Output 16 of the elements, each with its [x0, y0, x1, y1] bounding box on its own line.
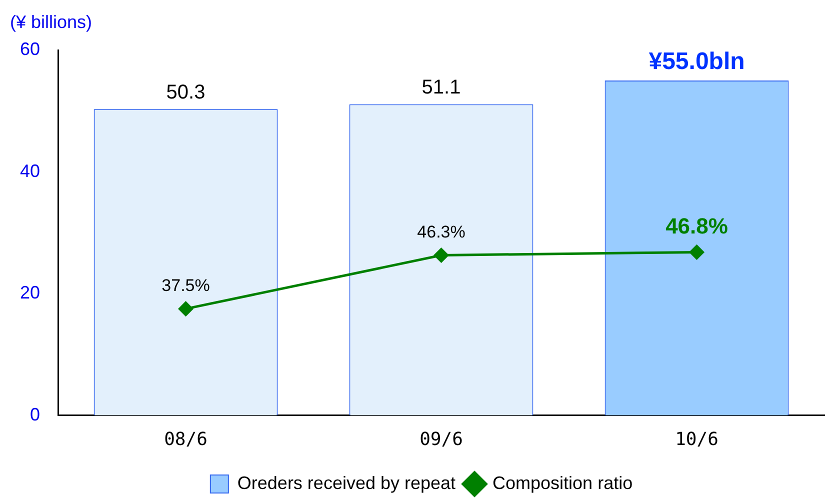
y-axis-title: (¥ billions): [10, 12, 92, 32]
x-tick-label: 09/6: [420, 428, 463, 450]
y-tick-label: 0: [30, 404, 40, 424]
data-label: 50.3: [166, 82, 206, 104]
data-label: 46.3%: [417, 222, 466, 242]
x-tick-label: 10/6: [675, 428, 718, 450]
legend-label: Oreders received by repeat: [237, 472, 456, 493]
data-label: ¥55.0bln: [648, 48, 745, 76]
legend-label: Composition ratio: [492, 472, 633, 493]
y-tick-label: 60: [20, 38, 40, 59]
y-tick-label: 40: [20, 160, 40, 181]
y-tick-label: 20: [20, 282, 40, 303]
data-label: 46.8%: [666, 213, 728, 238]
x-tick-label: 08/6: [164, 428, 208, 450]
data-label: 37.5%: [162, 276, 210, 296]
data-label: 51.1: [422, 76, 461, 99]
